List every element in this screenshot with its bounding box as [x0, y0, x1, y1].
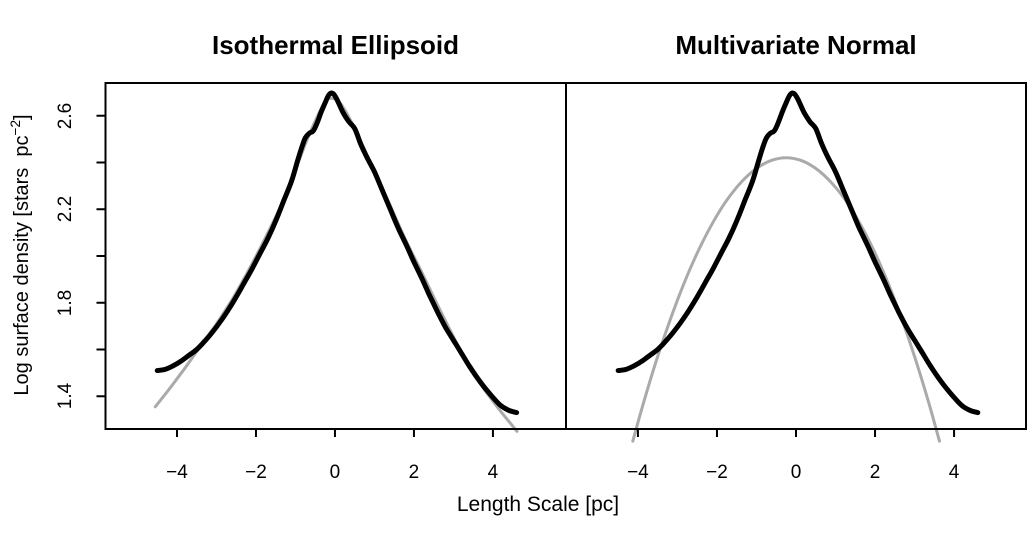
y-axis-label-exponent: −2	[8, 119, 24, 136]
y-axis-label-close: ]	[10, 114, 33, 120]
right-panel-curves	[615, 90, 981, 443]
panel-title-multivariate-normal: Multivariate Normal	[675, 30, 917, 60]
right-panel-observed-curve	[615, 90, 981, 416]
x-axis-label: Length Scale [pc]	[456, 493, 620, 516]
left-panel-observed-curve	[154, 90, 520, 416]
left-panel-curves	[153, 90, 520, 433]
panel-title-isothermal-ellipsoid: Isothermal Ellipsoid	[211, 30, 460, 60]
left-panel-model-curve	[153, 96, 519, 433]
y-axis-label: Log surface density [stars pc−2]	[8, 114, 34, 395]
y-axis-label-text: Log surface density [stars pc	[10, 135, 33, 396]
